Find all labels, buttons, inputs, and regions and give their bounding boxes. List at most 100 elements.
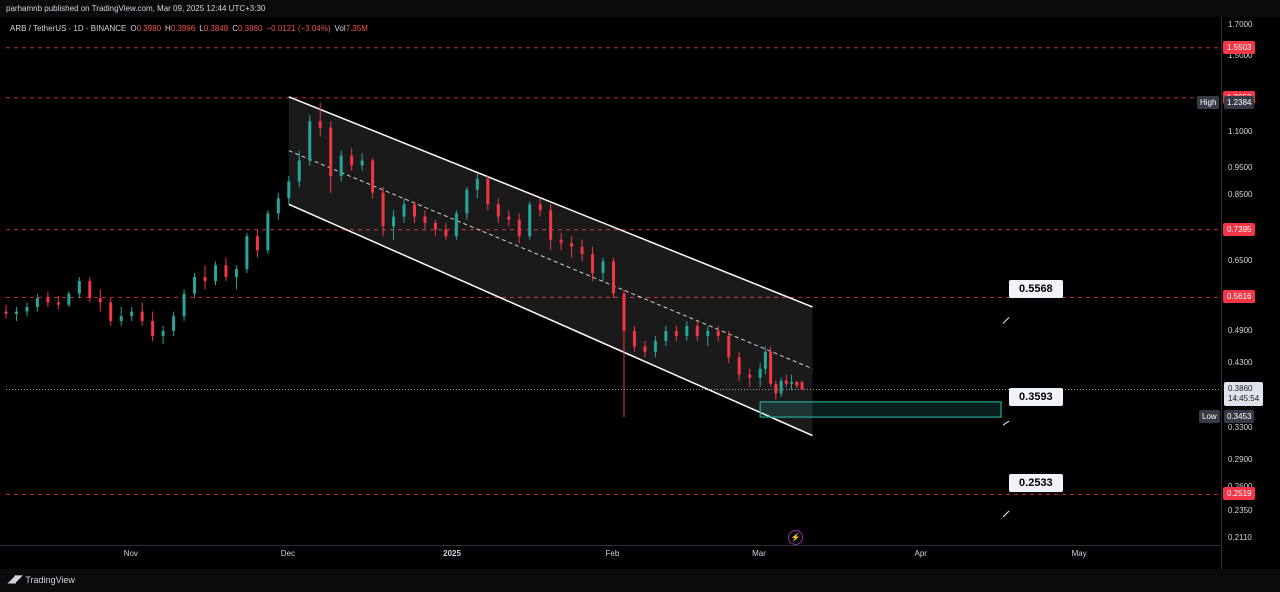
candle-up (297, 150, 301, 187)
candle-body (695, 325, 699, 336)
levels-layer (6, 47, 1221, 495)
candle-down (412, 201, 416, 223)
level-tag: 0.5616 (1223, 290, 1256, 304)
candle-body (612, 261, 615, 294)
tradingview-logo[interactable]: ◢◤ TradingView (8, 574, 75, 585)
candle-down (255, 229, 259, 258)
candle-down (46, 291, 50, 307)
candle-body (381, 192, 385, 227)
candle-body (795, 381, 799, 386)
symbol-label: ARB / TetherUS · 1D · BINANCE (10, 24, 127, 33)
channel-upper-line (288, 96, 813, 308)
candle-up (245, 232, 249, 274)
candle-body (402, 204, 406, 217)
candle-body (276, 198, 280, 214)
candle-down (423, 210, 427, 230)
candle-up (763, 346, 767, 375)
time-tick-label: Nov (123, 549, 138, 558)
low-marker-value: 0.3453 (1224, 409, 1255, 423)
candle-body (392, 216, 396, 227)
candle-up (161, 325, 165, 344)
candle-body (172, 316, 176, 331)
low-marker-label: Low (1199, 409, 1220, 423)
candle-down (224, 257, 228, 282)
candle-down (784, 374, 788, 387)
candle-body (496, 204, 500, 217)
candle-up (454, 210, 458, 240)
volume-key: Vol (334, 24, 346, 33)
price-tick-label: 0.2900 (1228, 454, 1253, 464)
candle-down (318, 102, 322, 137)
candle-up (402, 198, 406, 223)
candle-body (297, 160, 301, 182)
candle-body (790, 381, 794, 384)
candle-body (465, 189, 469, 214)
candle-down (632, 325, 636, 352)
open-value: 0.3980 (136, 24, 162, 33)
candle-down (559, 232, 563, 251)
high-value: 0.3996 (170, 24, 196, 33)
candle-up (685, 321, 689, 342)
candle-body (643, 346, 647, 352)
candle-up (758, 362, 762, 387)
candle-body (517, 219, 521, 237)
candle-body (570, 243, 574, 247)
candle-down (350, 148, 354, 171)
candle-body (255, 236, 259, 251)
brand-name: TradingView (25, 574, 75, 585)
candle-down (570, 236, 574, 258)
candle-down (140, 302, 144, 326)
price-tick-label: 0.2110 (1228, 532, 1252, 542)
candle-down (795, 380, 799, 389)
last-price-tag: 0.3860 14:45:54 (1224, 382, 1264, 407)
open-key: O (130, 24, 137, 33)
close-value: 0.3860 (237, 24, 263, 33)
publisher-text: parhamnb published on TradingView.com, M… (6, 4, 266, 13)
high-marker-label: High (1197, 95, 1220, 109)
candle-body (67, 293, 71, 305)
candle-body (339, 155, 343, 177)
candle-up (790, 374, 794, 391)
candle-body (360, 160, 364, 166)
candle-body (622, 293, 626, 331)
time-axis-border (0, 545, 1222, 546)
candle-body (433, 222, 437, 230)
candle-down (580, 239, 584, 262)
candle-down (769, 346, 773, 387)
candle-body (245, 236, 249, 270)
high-key: H (165, 24, 171, 33)
candle-body (266, 213, 270, 251)
time-tick-label: May (1071, 549, 1087, 558)
candle-body (193, 277, 197, 294)
lightning-icon[interactable]: ⚡ (788, 530, 803, 545)
candle-body (716, 330, 720, 336)
candle-down (381, 186, 385, 237)
price-callout: 0.5568 (1009, 280, 1063, 299)
candle-body (25, 306, 29, 312)
callout-connector (1002, 420, 1010, 426)
candle-up (213, 261, 217, 286)
candle-body (308, 121, 312, 161)
price-axis-border (1221, 17, 1222, 569)
channel-lower-line (288, 203, 813, 437)
channel-fill (288, 96, 813, 436)
candle-body (737, 357, 741, 375)
top-bar: parhamnb published on TradingView.com, M… (0, 0, 1280, 17)
candle-down (800, 380, 804, 391)
candle-body (632, 330, 636, 347)
support-zone (759, 401, 1002, 418)
price-tick-label: 0.4300 (1228, 357, 1253, 367)
candle-down (774, 380, 778, 400)
candle-down (748, 368, 752, 387)
candle-down (496, 198, 500, 223)
candle-down (727, 330, 731, 363)
candle-up (25, 302, 29, 317)
candle-down (507, 210, 511, 227)
price-tick-label: 1.5000 (1228, 50, 1253, 60)
candle-up (119, 306, 123, 326)
candle-down (433, 219, 437, 237)
candle-body (601, 261, 605, 274)
change-value: −0.0121 (−3.04%) (266, 24, 331, 33)
candle-body (486, 178, 490, 205)
